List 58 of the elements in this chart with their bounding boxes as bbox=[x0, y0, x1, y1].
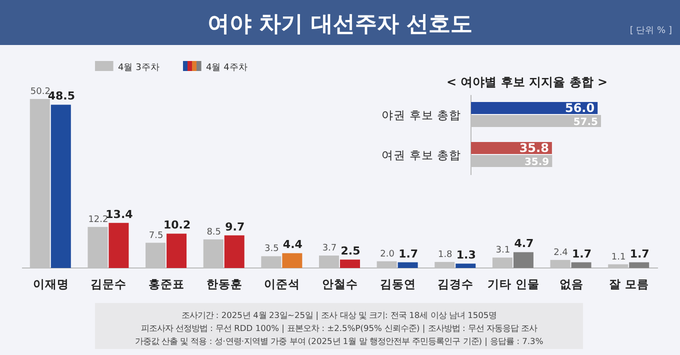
data-label: 1.1 bbox=[611, 252, 626, 262]
data-label: 1.7 bbox=[572, 247, 592, 260]
bar bbox=[166, 234, 187, 268]
data-label: 48.5 bbox=[48, 90, 75, 103]
data-label: 9.7 bbox=[225, 220, 245, 234]
bar bbox=[282, 253, 302, 268]
data-label: 7.5 bbox=[148, 230, 164, 241]
x-tick-label: 이재명 bbox=[32, 277, 69, 291]
x-tick-label: 김동연 bbox=[380, 277, 416, 291]
data-label: 10.2 bbox=[163, 218, 191, 232]
data-label: 4.7 bbox=[514, 237, 534, 250]
x-tick-label: 잘 모름 bbox=[609, 277, 650, 291]
data-label: 3.5 bbox=[264, 244, 279, 254]
x-tick-label: 없음 bbox=[559, 277, 584, 291]
bar bbox=[108, 222, 129, 268]
data-label: 1.7 bbox=[630, 247, 650, 260]
data-label: 35.8 bbox=[519, 141, 549, 155]
bar bbox=[50, 104, 71, 268]
bar bbox=[398, 262, 418, 268]
y-tick-label: 야권 후보 총합 bbox=[382, 108, 461, 122]
data-label: 2.5 bbox=[340, 244, 360, 258]
x-tick-label: 홍준표 bbox=[148, 277, 185, 291]
data-label: 1.8 bbox=[438, 250, 453, 260]
data-label: 3.7 bbox=[322, 244, 337, 254]
data-label: 3.1 bbox=[496, 246, 510, 256]
x-tick-label: 김문수 bbox=[90, 277, 127, 291]
data-label: 2.4 bbox=[554, 248, 568, 258]
legend-label: 4월 3주차 bbox=[118, 63, 160, 73]
bar bbox=[456, 264, 476, 268]
data-label: 8.5 bbox=[206, 227, 222, 238]
data-label: 4.4 bbox=[282, 238, 303, 252]
text: 피조사자 선정방법 : 무선 RDD 100% | 표본오차 : ±2.5%P(95% 신뢰수준) | 조사방법 : 무선 자동응답 조사 bbox=[140, 323, 538, 333]
x-tick-label: 안철수 bbox=[322, 277, 358, 291]
data-label: 1.3 bbox=[456, 248, 476, 262]
x-tick-label: 이준석 bbox=[264, 277, 300, 291]
data-label: 57.5 bbox=[573, 117, 598, 128]
data-label: 2.0 bbox=[380, 249, 395, 260]
bar bbox=[471, 102, 598, 114]
bar bbox=[629, 262, 650, 268]
bar bbox=[513, 252, 534, 268]
text: 가중값 산출 및 적용 : 성·연령·지역별 가중 부여 (2025년 1월 말 행정안전부 주민등록인구 기준) | 응답률 : 7.3% bbox=[134, 336, 544, 346]
data-label: 1.7 bbox=[398, 247, 418, 260]
chart-title: 여야 차기 대선주자 선호도 bbox=[208, 12, 472, 37]
x-tick-label: 한동훈 bbox=[206, 277, 242, 291]
data-label: 12.2 bbox=[88, 214, 108, 225]
text: 조사기간 : 2025년 4월 23일~25일 | 조사 대상 및 크기: 전국 18세 이상 남녀 1505명 bbox=[181, 310, 497, 320]
chart-title: < 여야별 후보 지지율 총합 > bbox=[446, 75, 608, 89]
data-label: 56.0 bbox=[565, 101, 595, 115]
data-label: 13.4 bbox=[106, 208, 134, 221]
bar bbox=[340, 260, 360, 268]
bar bbox=[224, 235, 244, 268]
data-label: 35.9 bbox=[524, 157, 550, 168]
x-tick-label: 기타 인물 bbox=[487, 277, 540, 291]
x-tick-label: 김경수 bbox=[438, 277, 474, 291]
y-tick-label: 여권 후보 총합 bbox=[382, 148, 461, 162]
text: [ 단위 % ] bbox=[630, 26, 672, 36]
legend-label: 4월 4주차 bbox=[206, 63, 248, 73]
bar bbox=[571, 262, 592, 268]
